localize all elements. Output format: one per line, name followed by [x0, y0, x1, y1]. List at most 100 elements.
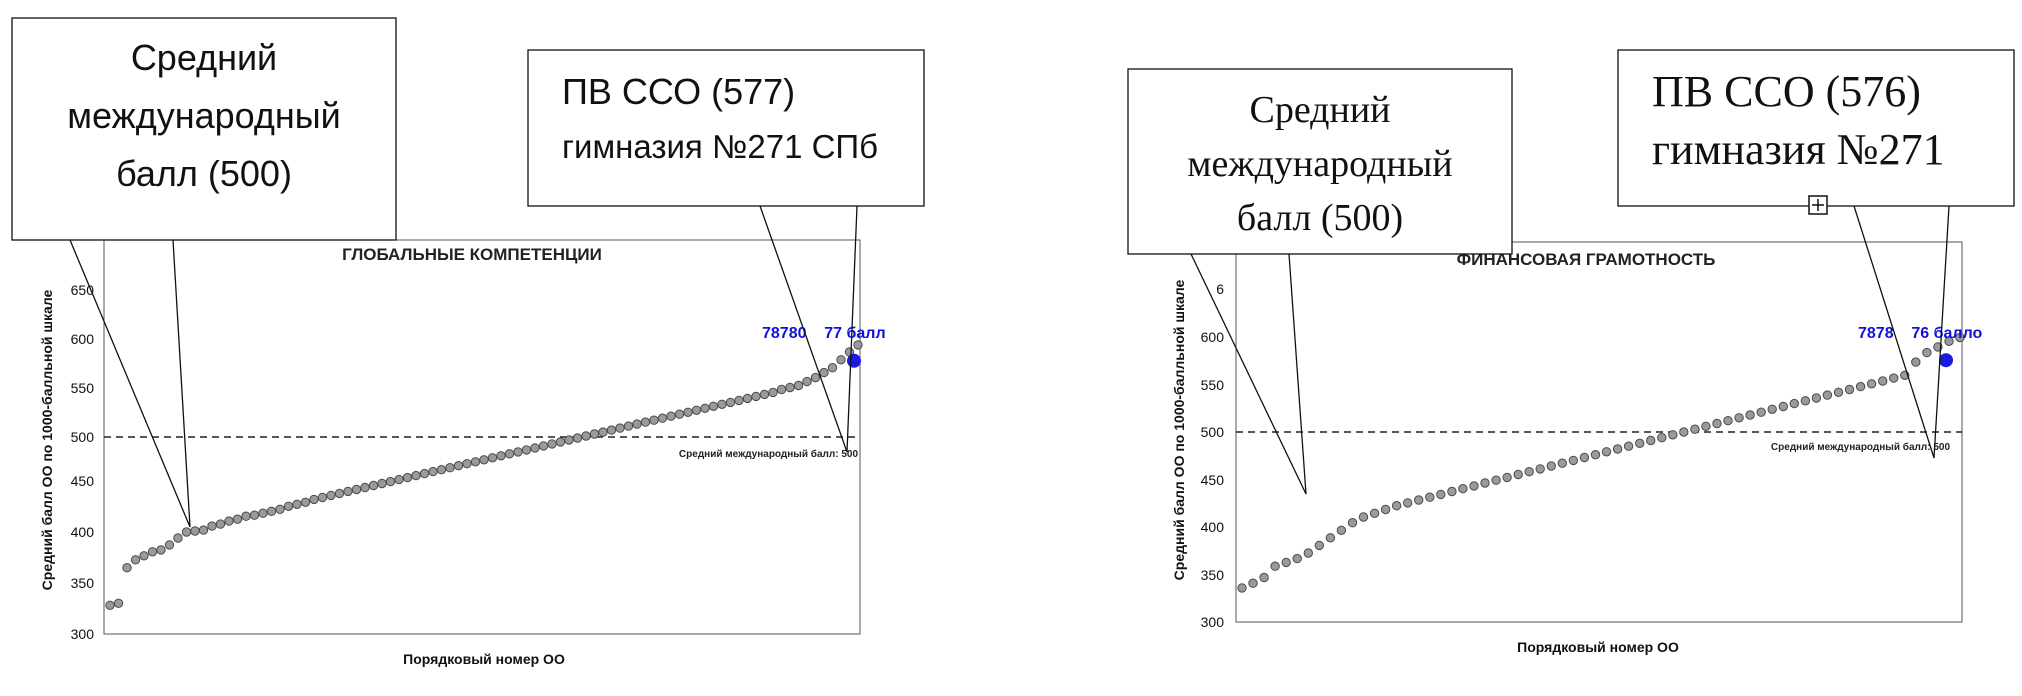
data-point: [1380, 504, 1391, 515]
data-point: [275, 504, 285, 514]
y-tick: 400: [1201, 519, 1225, 535]
x-axis-label-right: Порядковый номер ОО: [1517, 639, 1679, 655]
data-point: [1623, 441, 1634, 451]
data-point: [640, 417, 651, 427]
data-point: [1281, 557, 1291, 568]
callout-text: Средний: [131, 37, 277, 78]
callout-text: гимназия №271 СПб: [562, 128, 878, 165]
data-point: [1955, 332, 1965, 343]
data-point: [1447, 486, 1457, 497]
y-tick: 550: [71, 380, 95, 396]
data-point: [666, 411, 676, 421]
data-point: [487, 453, 498, 463]
data-point: [113, 598, 124, 608]
callout-text: балл (500): [116, 153, 292, 194]
data-point: [402, 472, 413, 483]
data-point: [1248, 578, 1258, 588]
data-point: [827, 363, 838, 373]
data-point: [793, 380, 804, 391]
data-point: [759, 389, 770, 400]
data-point: [1568, 455, 1579, 466]
data-point: [1347, 518, 1358, 528]
data-point: [1878, 376, 1888, 386]
data-point: [742, 393, 753, 404]
data-point: [283, 501, 294, 511]
data-point: [717, 399, 727, 409]
data-point: [1767, 404, 1777, 414]
data-point: [649, 415, 659, 425]
data-point: [547, 439, 557, 449]
data-point: [691, 405, 702, 415]
data-point: [241, 511, 251, 521]
y-tick: 300: [71, 626, 95, 642]
data-points-left: [105, 340, 863, 610]
data-point: [1590, 450, 1601, 460]
data-point: [1712, 418, 1722, 429]
data-point: [530, 443, 540, 453]
data-point: [1612, 444, 1623, 454]
data-point: [581, 431, 591, 441]
callout-pointer: [1853, 205, 1950, 459]
data-point: [292, 499, 302, 509]
data-point: [207, 521, 217, 531]
data-point: [343, 486, 353, 497]
data-point: [215, 519, 226, 529]
callout-school-left: ПВ ССО (577) гимназия №271 СПб: [527, 49, 925, 453]
y-tick: 350: [1201, 567, 1225, 583]
callout-box: [1127, 68, 1513, 255]
data-point: [351, 484, 362, 495]
callout-text: международный: [1187, 143, 1452, 185]
move-handle-icon[interactable]: [1808, 195, 1828, 215]
data-point: [377, 478, 387, 489]
data-point: [300, 497, 311, 507]
callout-box: [1617, 49, 2015, 207]
data-point: [1833, 387, 1844, 397]
y-axis-label-left: Средний балл ОО по 1000-балльной шкале: [39, 289, 55, 590]
data-point: [411, 470, 421, 481]
data-point: [1513, 469, 1523, 480]
y-tick: 450: [1201, 472, 1225, 488]
y-ticks-left: 300 350 400 450 500 550 600 650: [71, 282, 95, 642]
data-point: [1668, 430, 1678, 440]
callout-text: международный: [67, 95, 340, 136]
data-point: [623, 421, 634, 431]
data-point: [1535, 464, 1545, 474]
data-point: [368, 480, 379, 491]
data-point: [1800, 396, 1811, 406]
y-ticks-right: 300 350 400 450 500 550 600 6: [1201, 281, 1225, 630]
callout-avg-left: Средний международный балл (500): [11, 17, 397, 528]
data-point: [1237, 583, 1247, 593]
data-point: [810, 372, 821, 383]
data-point: [470, 457, 481, 467]
data-point: [1325, 533, 1336, 543]
data-point: [555, 437, 566, 447]
y-tick: 350: [71, 575, 95, 591]
callout-box: [11, 17, 397, 241]
data-point: [130, 555, 141, 565]
data-point: [419, 468, 430, 479]
data-point: [598, 427, 608, 437]
data-point: [164, 540, 175, 550]
data-point: [181, 527, 192, 537]
highlight-label-left: 78780 77 балл: [762, 325, 886, 342]
callout-pointer: [69, 239, 191, 528]
chart-left: ГЛОБАЛЬНЫЕ КОМПЕТЕНЦИИ Порядковый номер …: [39, 239, 886, 667]
y-tick: 600: [1201, 329, 1225, 345]
callout-avg-right: Средний международный балл (500): [1127, 68, 1513, 495]
callout-box: [527, 49, 925, 207]
data-point: [538, 441, 549, 451]
data-point: [1436, 489, 1446, 500]
data-point: [1889, 373, 1899, 383]
data-point: [785, 382, 795, 393]
data-point: [479, 455, 489, 465]
data-point: [776, 384, 787, 395]
highlight-label-right: 7878 76 балло: [1858, 325, 1983, 342]
callout-text: Средний: [1249, 89, 1390, 131]
data-point: [139, 551, 149, 561]
data-point: [683, 407, 693, 417]
data-point: [819, 367, 829, 378]
data-point: [249, 510, 260, 520]
data-point: [606, 425, 617, 435]
data-point: [836, 355, 846, 365]
data-point: [802, 376, 812, 387]
